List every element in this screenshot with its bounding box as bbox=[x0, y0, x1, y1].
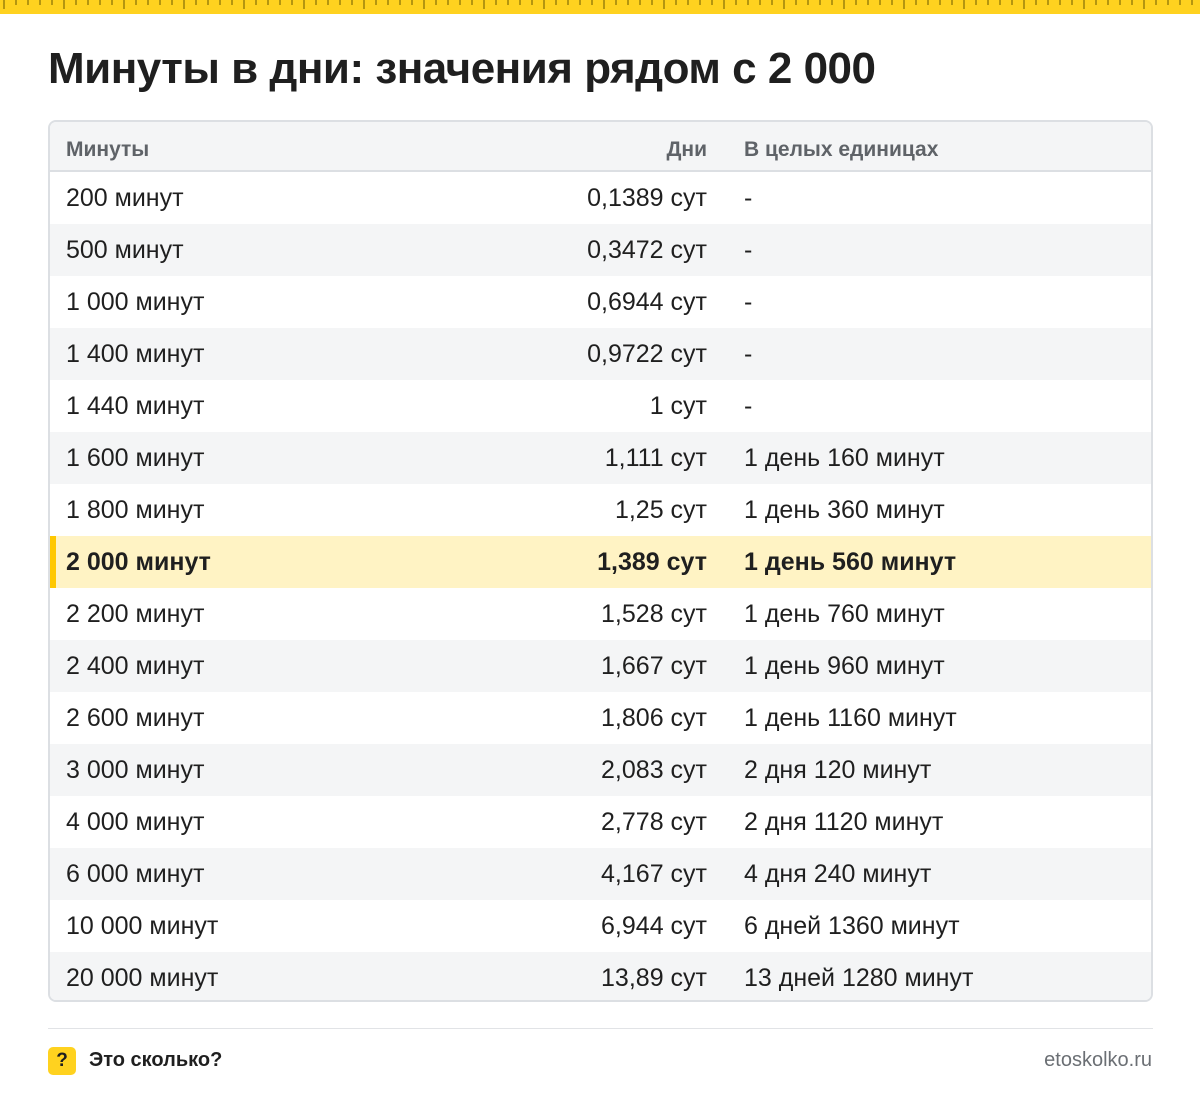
cell-minutes: 1 800 минут bbox=[66, 496, 205, 524]
cell-days: 13,89 сут bbox=[601, 964, 707, 992]
cell-whole-units: 6 дней 1360 минут bbox=[744, 912, 960, 940]
cell-days: 2,083 сут bbox=[601, 756, 707, 784]
cell-days: 6,944 сут bbox=[601, 912, 707, 940]
table-row: 2 600 минут 1,806 сут 1 день 1160 минут bbox=[50, 692, 1151, 744]
conversion-table: Минуты Дни В целых единицах 200 минут 0,1… bbox=[48, 120, 1153, 1002]
cell-minutes: 500 минут bbox=[66, 236, 184, 264]
cell-whole-units: 1 день 760 минут bbox=[744, 600, 945, 628]
table-row: 3 000 минут 2,083 сут 2 дня 120 минут bbox=[50, 744, 1151, 796]
cell-whole-units: 1 день 360 минут bbox=[744, 496, 945, 524]
table-row: 6 000 минут 4,167 сут 4 дня 240 минут bbox=[50, 848, 1151, 900]
cell-minutes: 1 600 минут bbox=[66, 444, 205, 472]
table-row: 1 400 минут 0,9722 сут - bbox=[50, 328, 1151, 380]
header-whole-units: В целых единицах bbox=[744, 138, 939, 161]
table-body: 200 минут 0,1389 сут - 500 минут 0,3472 сут -… bbox=[50, 172, 1151, 1000]
table-row: 1 000 минут 0,6944 сут - bbox=[50, 276, 1151, 328]
cell-whole-units: 2 дня 120 минут bbox=[744, 756, 932, 784]
cell-days: 0,3472 сут bbox=[587, 236, 707, 264]
ruler-strip bbox=[0, 0, 1200, 14]
cell-days: 0,1389 сут bbox=[587, 184, 707, 212]
table-header: Минуты Дни В целых единицах bbox=[50, 122, 1151, 172]
cell-minutes: 10 000 минут bbox=[66, 912, 219, 940]
header-days: Дни bbox=[666, 138, 707, 161]
table-row: 200 минут 0,1389 сут - bbox=[50, 172, 1151, 224]
cell-whole-units: 1 день 960 минут bbox=[744, 652, 945, 680]
cell-days: 1,667 сут bbox=[601, 652, 707, 680]
table-row: 20 000 минут 13,89 сут 13 дней 1280 минут bbox=[50, 952, 1151, 1000]
cell-days: 0,6944 сут bbox=[587, 288, 707, 316]
cell-minutes: 2 000 минут bbox=[66, 548, 211, 576]
ruler-ticks bbox=[3, 0, 1193, 9]
cell-minutes: 2 200 минут bbox=[66, 600, 205, 628]
cell-minutes: 3 000 минут bbox=[66, 756, 205, 784]
cell-minutes: 20 000 минут bbox=[66, 964, 219, 992]
cell-days: 1,389 сут bbox=[597, 548, 707, 576]
cell-days: 1,528 сут bbox=[601, 600, 707, 628]
cell-whole-units: 1 день 160 минут bbox=[744, 444, 945, 472]
cell-whole-units: - bbox=[744, 236, 753, 264]
table-row: 1 800 минут 1,25 сут 1 день 360 минут bbox=[50, 484, 1151, 536]
cell-minutes: 2 400 минут bbox=[66, 652, 205, 680]
cell-minutes: 200 минут bbox=[66, 184, 184, 212]
cell-days: 0,9722 сут bbox=[587, 340, 707, 368]
table-row: 1 440 минут 1 сут - bbox=[50, 380, 1151, 432]
cell-whole-units: - bbox=[744, 392, 753, 420]
cell-days: 4,167 сут bbox=[601, 860, 707, 888]
table-row: 500 минут 0,3472 сут - bbox=[50, 224, 1151, 276]
cell-days: 2,778 сут bbox=[601, 808, 707, 836]
cell-minutes: 1 440 минут bbox=[66, 392, 205, 420]
table-row: 2 200 минут 1,528 сут 1 день 760 минут bbox=[50, 588, 1151, 640]
cell-whole-units: 2 дня 1120 минут bbox=[744, 808, 944, 836]
question-mark-icon: ? bbox=[48, 1047, 76, 1075]
footer-divider bbox=[48, 1028, 1153, 1029]
cell-whole-units: - bbox=[744, 184, 753, 212]
table-row: 10 000 минут 6,944 сут 6 дней 1360 минут bbox=[50, 900, 1151, 952]
table-row: 2 400 минут 1,667 сут 1 день 960 минут bbox=[50, 640, 1151, 692]
cell-days: 1,111 сут bbox=[604, 444, 707, 472]
cell-whole-units: - bbox=[744, 288, 753, 316]
cell-whole-units: 1 день 560 минут bbox=[744, 548, 957, 576]
cell-days: 1 сут bbox=[649, 392, 707, 420]
cell-days: 1,806 сут bbox=[601, 704, 707, 732]
page-title: Минуты в дни: значения рядом с 2 000 bbox=[48, 44, 876, 93]
cell-whole-units: - bbox=[744, 340, 753, 368]
table-row-highlighted: 2 000 минут 1,389 сут 1 день 560 минут bbox=[50, 536, 1151, 588]
cell-whole-units: 13 дней 1280 минут bbox=[744, 964, 974, 992]
cell-minutes: 4 000 минут bbox=[66, 808, 205, 836]
cell-minutes: 1 000 минут bbox=[66, 288, 205, 316]
cell-minutes: 1 400 минут bbox=[66, 340, 205, 368]
cell-minutes: 6 000 минут bbox=[66, 860, 205, 888]
header-minutes: Минуты bbox=[66, 138, 150, 161]
cell-whole-units: 4 дня 240 минут bbox=[744, 860, 932, 888]
table-row: 1 600 минут 1,111 сут 1 день 160 минут bbox=[50, 432, 1151, 484]
site-link[interactable]: etoskolko.ru bbox=[1044, 1049, 1152, 1071]
cell-minutes: 2 600 минут bbox=[66, 704, 205, 732]
cell-whole-units: 1 день 1160 минут bbox=[744, 704, 957, 732]
cell-days: 1,25 сут bbox=[614, 496, 707, 524]
brand-name: Это сколько? bbox=[89, 1049, 223, 1071]
table-row: 4 000 минут 2,778 сут 2 дня 1120 минут bbox=[50, 796, 1151, 848]
